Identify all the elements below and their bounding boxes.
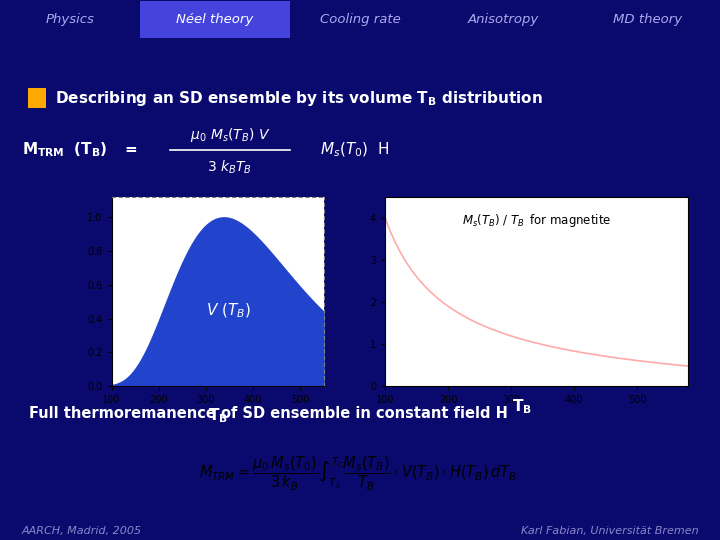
Text: $V\ (T_B)$: $V\ (T_B)$ <box>206 301 251 320</box>
Text: $\mathbf{T_B}$: $\mathbf{T_B}$ <box>512 397 532 416</box>
Text: MD theory: MD theory <box>613 13 683 26</box>
Text: $3\ k_B T_B$: $3\ k_B T_B$ <box>207 158 253 176</box>
Bar <box>28 89 46 107</box>
Text: Anisotropy: Anisotropy <box>467 13 539 26</box>
Text: Néel theory: Néel theory <box>176 13 253 26</box>
Text: Karl Fabian, Universität Bremen: Karl Fabian, Universität Bremen <box>521 525 698 536</box>
Bar <box>140 1 290 38</box>
Text: AARCH, Madrid, 2005: AARCH, Madrid, 2005 <box>22 525 142 536</box>
Text: $\mathbf{T_B}$: $\mathbf{T_B}$ <box>208 407 228 425</box>
Text: $\mathbf{M_{TRM}}$  $\mathbf{(T_B)}$   $\mathbf{=}$: $\mathbf{M_{TRM}}$ $\mathbf{(T_B)}$ $\ma… <box>22 140 138 159</box>
Text: $M_s(T_0)$  H: $M_s(T_0)$ H <box>320 140 390 159</box>
Text: $\mu_0\ M_s(T_B)\ V$: $\mu_0\ M_s(T_B)\ V$ <box>189 126 270 144</box>
Text: Describing an SD ensemble by its volume $\mathregular{T_B}$ distribution: Describing an SD ensemble by its volume … <box>55 89 543 107</box>
Text: Physics: Physics <box>45 13 94 26</box>
Text: Full thermoremanence of SD ensemble in constant field H: Full thermoremanence of SD ensemble in c… <box>29 406 508 421</box>
Text: Cooling rate: Cooling rate <box>320 13 400 26</box>
Text: $M_s(T_B)\ /\ T_B\,$ for magnetite: $M_s(T_B)\ /\ T_B\,$ for magnetite <box>462 212 611 229</box>
Text: $M_{TRM} = \dfrac{\mu_0\, M_s(T_0)}{3\,k_B}\int_{T_0}^{T_C} \dfrac{M_s(T_B)}{T_B: $M_{TRM} = \dfrac{\mu_0\, M_s(T_0)}{3\,k… <box>199 455 517 493</box>
